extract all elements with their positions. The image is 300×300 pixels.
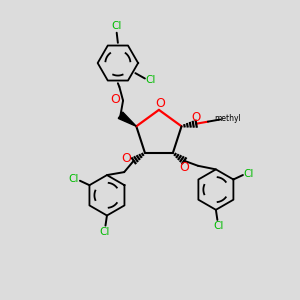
Polygon shape [118,112,136,126]
Text: Cl: Cl [111,22,121,32]
Text: O: O [111,93,121,106]
Text: Cl: Cl [100,227,110,237]
Text: O: O [180,161,190,174]
Text: O: O [122,152,131,165]
Text: O: O [155,97,165,110]
Text: O: O [192,111,201,124]
Text: Cl: Cl [213,221,224,231]
Text: Cl: Cl [244,169,254,178]
Text: Cl: Cl [69,174,79,184]
Text: Cl: Cl [145,75,155,85]
Text: methyl: methyl [214,114,241,123]
